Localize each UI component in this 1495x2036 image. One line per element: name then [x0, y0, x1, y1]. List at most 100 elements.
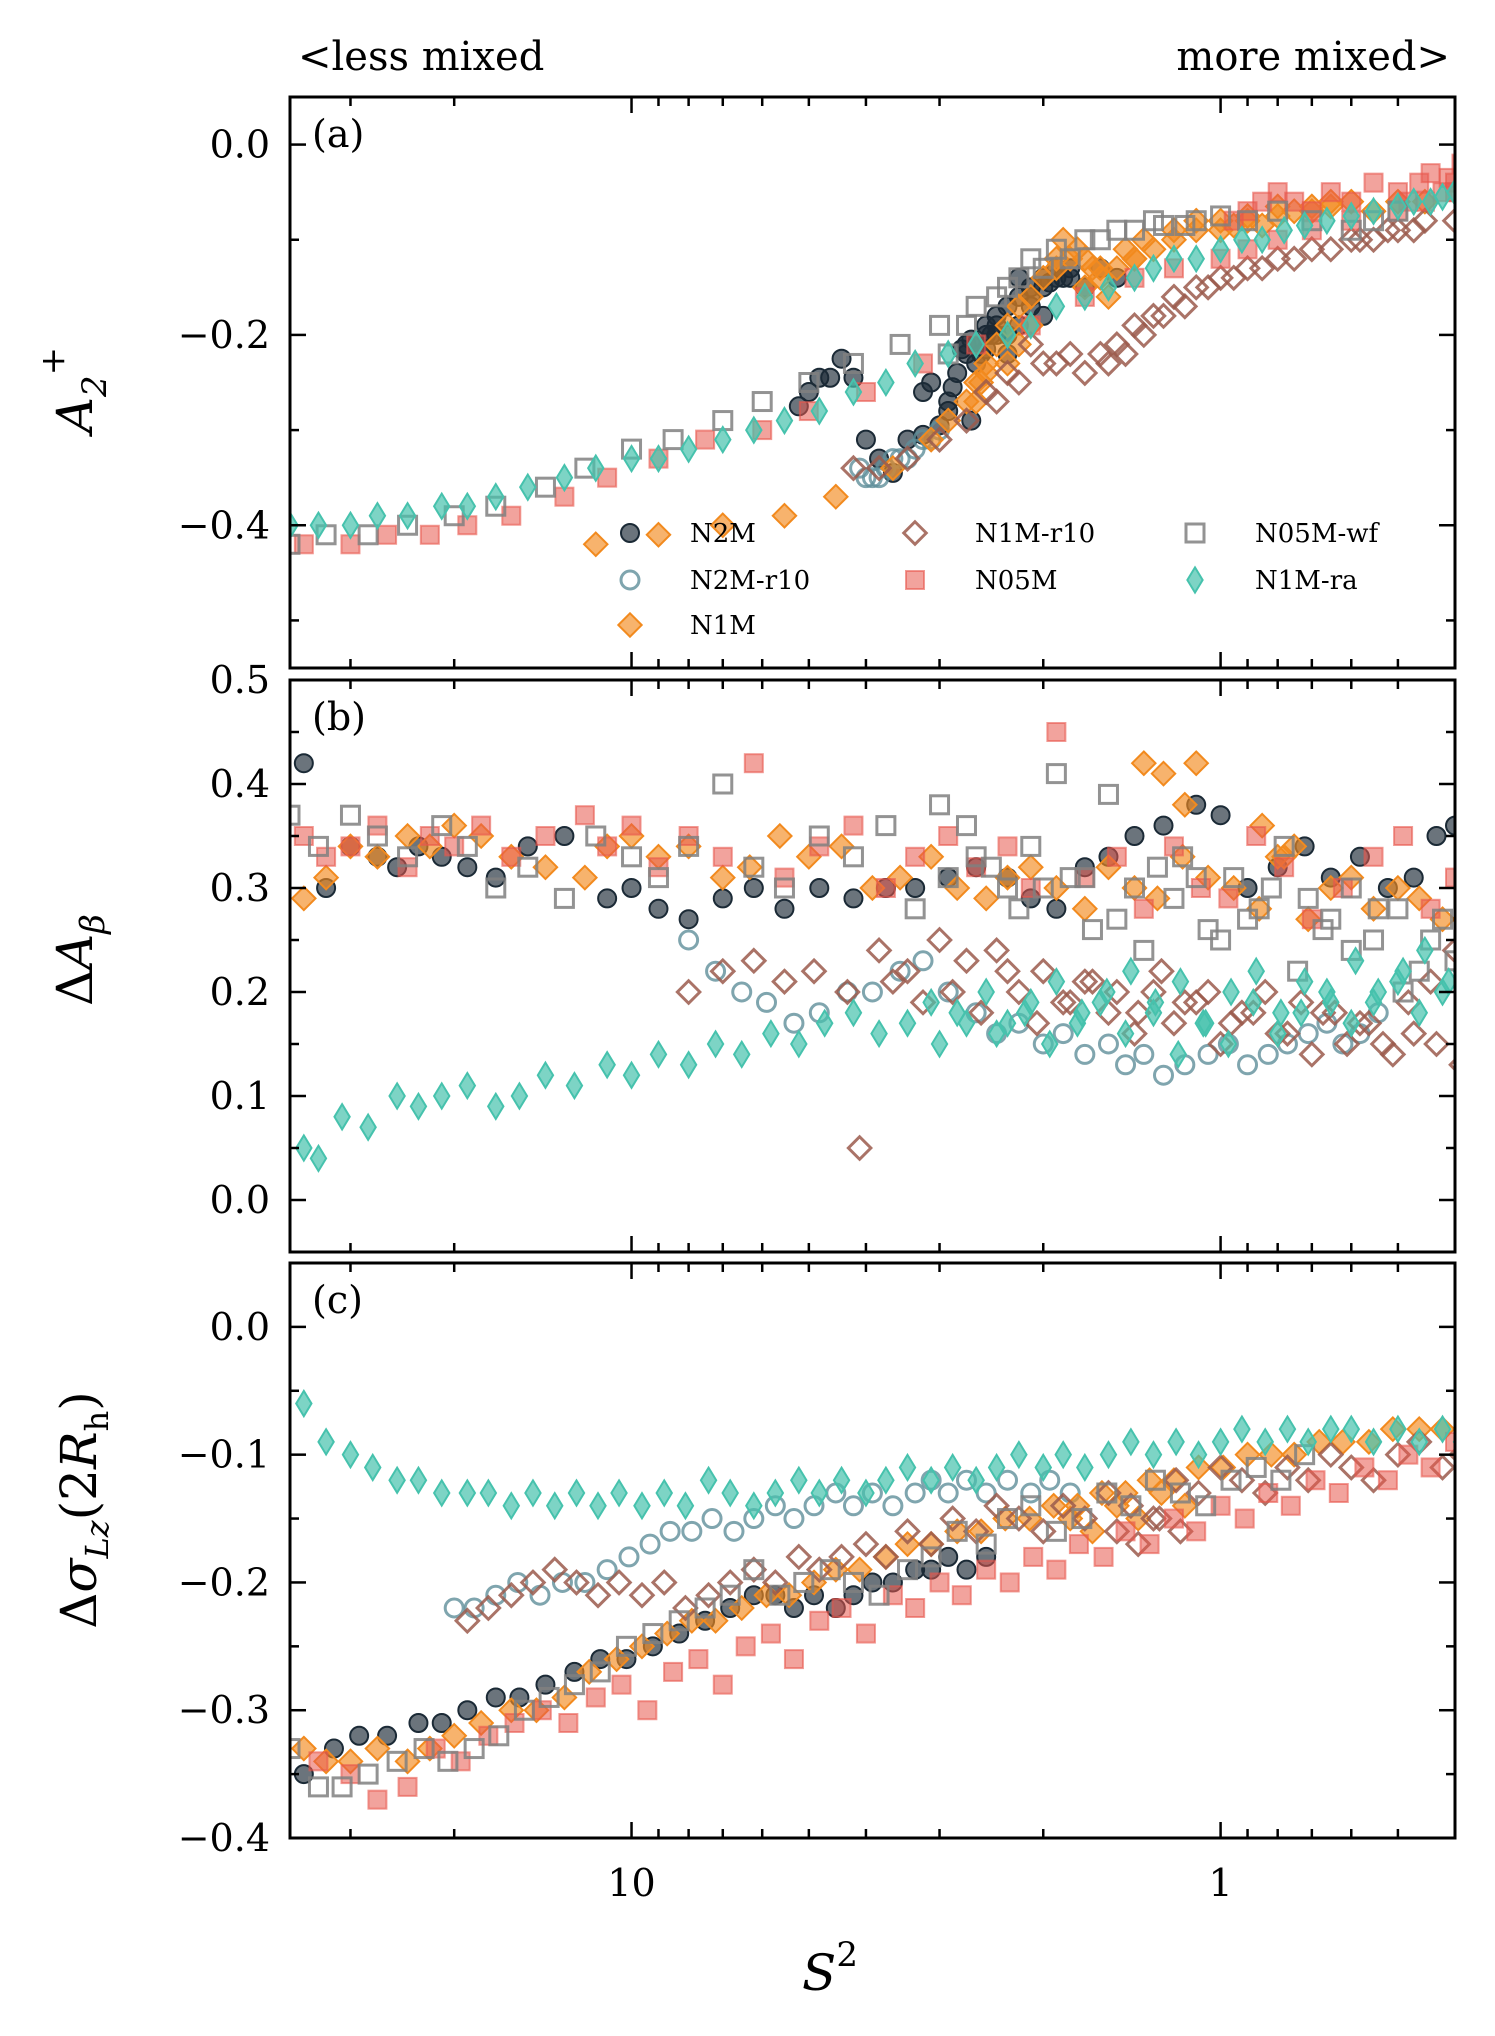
- data-point: [1426, 826, 1447, 846]
- legend-marker-n2m-r10: [619, 569, 641, 591]
- data-point: [574, 1571, 596, 1593]
- data-point: [388, 1465, 406, 1495]
- data-point: [444, 836, 465, 857]
- data-point: [457, 857, 478, 878]
- data-point: [622, 1060, 641, 1090]
- data-point: [456, 835, 478, 857]
- plot-frame: [288, 678, 1457, 1254]
- data-point: [810, 396, 829, 426]
- data-point: [844, 998, 863, 1028]
- data-point: [331, 1776, 353, 1798]
- data-point: [1133, 1043, 1155, 1065]
- data-point: [339, 804, 361, 826]
- data-point: [897, 1559, 919, 1581]
- data-point: [1317, 1441, 1345, 1469]
- data-point: [1360, 226, 1387, 254]
- data-point: [1079, 255, 1106, 282]
- data-point: [948, 998, 967, 1028]
- data-point: [706, 1029, 725, 1059]
- data-point: [743, 1559, 765, 1581]
- legend-label-n1m-ra: N1M-ra: [1255, 566, 1358, 596]
- data-point: [994, 359, 1021, 387]
- data-point: [743, 878, 764, 898]
- data-point: [760, 1623, 781, 1644]
- data-point: [775, 406, 794, 436]
- data-point: [1020, 835, 1042, 857]
- data-point: [920, 1546, 942, 1568]
- data-point: [1163, 887, 1185, 909]
- data-point: [820, 367, 841, 388]
- legend-label-n2m: N2M: [690, 519, 756, 549]
- data-point: [983, 1492, 1010, 1520]
- data-point: [1267, 200, 1289, 222]
- data-point: [745, 1491, 763, 1521]
- data-point: [290, 885, 317, 912]
- data-point: [450, 1751, 471, 1772]
- data-point: [398, 501, 417, 531]
- data-point: [1008, 898, 1030, 920]
- data-point: [1270, 1469, 1292, 1491]
- data-point: [1150, 760, 1177, 787]
- data-point: [935, 407, 962, 434]
- data-point: [926, 426, 953, 453]
- data-point: [357, 1763, 379, 1785]
- data-point: [1182, 989, 1210, 1016]
- plot-frame: [288, 1261, 1457, 1840]
- data-point: [699, 1465, 718, 1495]
- data-point: [997, 1469, 1019, 1491]
- data-point: [1071, 968, 1099, 995]
- data-point: [295, 1389, 313, 1419]
- x-tick-label: 10: [607, 1861, 655, 1905]
- data-point: [675, 978, 702, 1006]
- data-point: [678, 909, 699, 930]
- y-tick-label: −0.4: [178, 503, 270, 547]
- data-point: [1211, 1427, 1230, 1457]
- data-point: [1071, 895, 1098, 922]
- data-point: [1017, 331, 1045, 358]
- data-point: [605, 1569, 633, 1596]
- data-point: [1369, 1030, 1397, 1058]
- data-point: [1317, 235, 1345, 263]
- data-point: [756, 991, 778, 1013]
- data-point: [789, 1029, 808, 1059]
- data-point: [1116, 1019, 1135, 1049]
- data-point: [956, 1559, 977, 1580]
- y-tick-label: 0.1: [210, 1074, 270, 1118]
- data-point: [672, 1594, 699, 1622]
- data-point: [953, 947, 980, 975]
- data-point: [639, 1533, 661, 1555]
- data-point: [872, 1543, 899, 1571]
- data-point: [1020, 878, 1041, 898]
- data-point: [1305, 1470, 1326, 1491]
- data-point: [585, 1687, 606, 1708]
- data-point: [431, 815, 453, 837]
- y-tick-label: 0.0: [210, 1178, 270, 1222]
- data-point: [955, 815, 977, 837]
- data-point: [1130, 321, 1158, 349]
- data-point: [485, 877, 507, 899]
- data-point: [1275, 215, 1293, 245]
- data-point: [1377, 1470, 1398, 1491]
- data-point: [694, 1597, 716, 1619]
- data-point: [408, 1713, 429, 1733]
- data-point: [1144, 253, 1163, 283]
- data-point: [961, 410, 982, 431]
- data-point: [340, 836, 361, 857]
- data-point: [1045, 238, 1067, 260]
- panel-b-ylabel: ΔAβ: [46, 914, 113, 1006]
- data-point: [1433, 1414, 1452, 1444]
- data-point: [1034, 1452, 1053, 1482]
- data-point: [1480, 900, 1495, 918]
- data-point: [922, 987, 940, 1017]
- data-point: [681, 1520, 703, 1542]
- data-point: [309, 510, 328, 540]
- data-point: [367, 1789, 388, 1810]
- data-point: [1133, 939, 1155, 961]
- data-point: [716, 1569, 744, 1596]
- data-point: [637, 1700, 658, 1721]
- data-point: [510, 1081, 529, 1111]
- data-point: [843, 815, 864, 836]
- data-point: [290, 804, 301, 826]
- data-point: [1257, 1043, 1279, 1065]
- data-point: [1417, 968, 1444, 995]
